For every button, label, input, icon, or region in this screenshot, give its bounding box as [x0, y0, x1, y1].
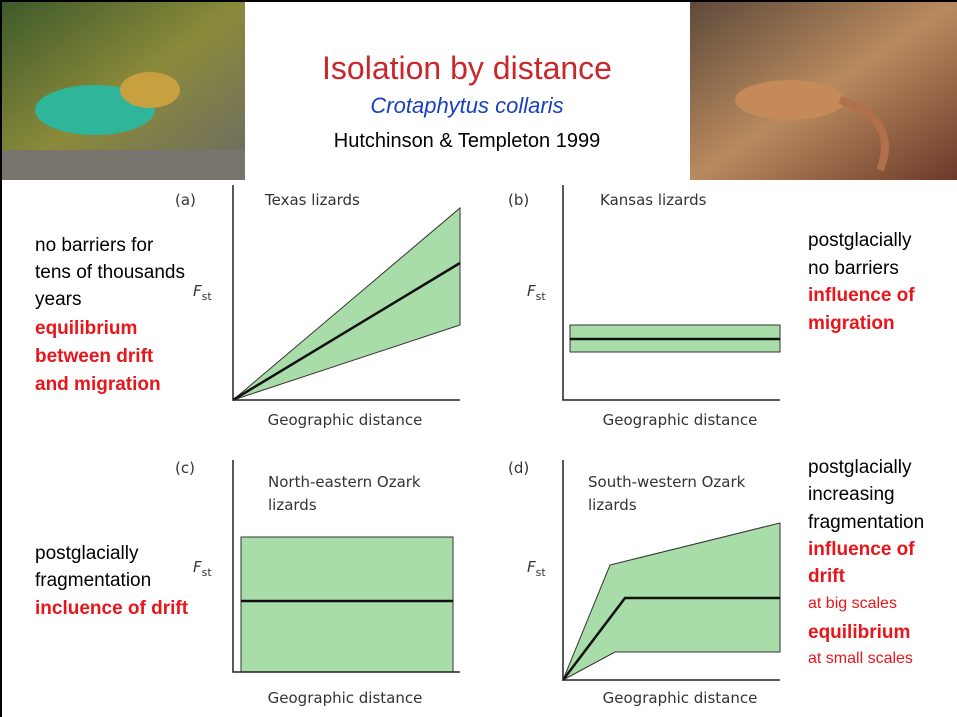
- note-line: fragmentation: [35, 570, 151, 591]
- panel-title: South-western Ozark: [588, 473, 746, 491]
- y-label-main: F: [193, 282, 202, 300]
- note-line: increasing: [808, 484, 895, 505]
- axes: [232, 460, 460, 673]
- y-label-main: F: [193, 558, 202, 576]
- panel-label: (c): [175, 459, 195, 477]
- note-line: postglacially: [808, 230, 912, 251]
- x-label: Geographic distance: [268, 411, 423, 429]
- band: [562, 522, 781, 682]
- x-label: Geographic distance: [268, 689, 423, 707]
- panel-label: (d): [508, 459, 529, 477]
- x-label: Geographic distance: [603, 411, 758, 429]
- note-line: influence of: [808, 539, 915, 560]
- panel-title: lizards: [588, 496, 637, 514]
- title: Isolation by distance: [322, 50, 612, 86]
- note-line: migration: [808, 313, 895, 334]
- x-label: Geographic distance: [603, 689, 758, 707]
- note-line: postglacially: [35, 543, 139, 564]
- panel-d: (d) South-western Ozark lizards Fst Geog…: [508, 459, 781, 707]
- note-line: at small scales: [808, 650, 913, 667]
- note-line: influence of: [808, 285, 915, 306]
- note-line: years: [35, 289, 81, 310]
- panel-label: (b): [508, 191, 529, 209]
- y-label: Fst: [193, 558, 212, 579]
- note-texas: no barriers for tens of thousands years …: [35, 235, 185, 395]
- citation: Hutchinson & Templeton 1999: [334, 130, 600, 152]
- note-ne-ozark: postglacially fragmentation incluence of…: [35, 543, 189, 619]
- panel-title: Kansas lizards: [600, 191, 707, 209]
- note-line: no barriers: [808, 258, 899, 279]
- note-line: equilibrium: [808, 622, 910, 643]
- note-line: equilibrium: [35, 318, 137, 339]
- y-label-main: F: [527, 558, 536, 576]
- subtitle: Crotaphytus collaris: [370, 93, 563, 118]
- trend-line: [232, 261, 461, 402]
- axes: [562, 185, 780, 401]
- band: [232, 206, 461, 401]
- note-line: no barriers for: [35, 235, 154, 256]
- note-kansas: postglacially no barriers influence of m…: [808, 230, 915, 334]
- photo-right: [690, 2, 957, 180]
- panel-b: (b) Kansas lizards Fst Geographic distan…: [508, 185, 781, 429]
- y-label-main: F: [527, 282, 536, 300]
- y-label: Fst: [527, 282, 546, 303]
- note-line: at big scales: [808, 595, 897, 612]
- y-label-sub: st: [536, 566, 547, 579]
- y-label-sub: st: [202, 566, 213, 579]
- note-line: tens of thousands: [35, 262, 185, 283]
- note-sw-ozark: postglacially increasing fragmentation i…: [808, 457, 924, 667]
- photo-left: [2, 2, 245, 180]
- note-line: incluence of drift: [35, 598, 189, 619]
- note-line: postglacially: [808, 457, 912, 478]
- band: [240, 536, 454, 673]
- trend-line: [562, 596, 780, 681]
- y-label: Fst: [193, 282, 212, 303]
- axes: [562, 460, 780, 681]
- note-line: fragmentation: [808, 512, 924, 533]
- y-label-sub: st: [202, 290, 213, 303]
- y-label: Fst: [527, 558, 546, 579]
- header: Isolation by distance Crotaphytus collar…: [322, 50, 612, 152]
- note-line: between drift: [35, 346, 154, 367]
- panel-label: (a): [175, 191, 196, 209]
- panel-title: Texas lizards: [264, 191, 360, 209]
- note-line: drift: [808, 566, 846, 587]
- axes: [232, 185, 460, 401]
- panel-c: (c) North-eastern Ozark lizards Fst Geog…: [175, 459, 460, 707]
- panel-title: North-eastern Ozark: [268, 473, 421, 491]
- note-line: and migration: [35, 374, 161, 395]
- panel-a: (a) Texas lizards Fst Geographic distanc…: [175, 185, 461, 429]
- y-label-sub: st: [536, 290, 547, 303]
- panel-title: lizards: [268, 496, 317, 514]
